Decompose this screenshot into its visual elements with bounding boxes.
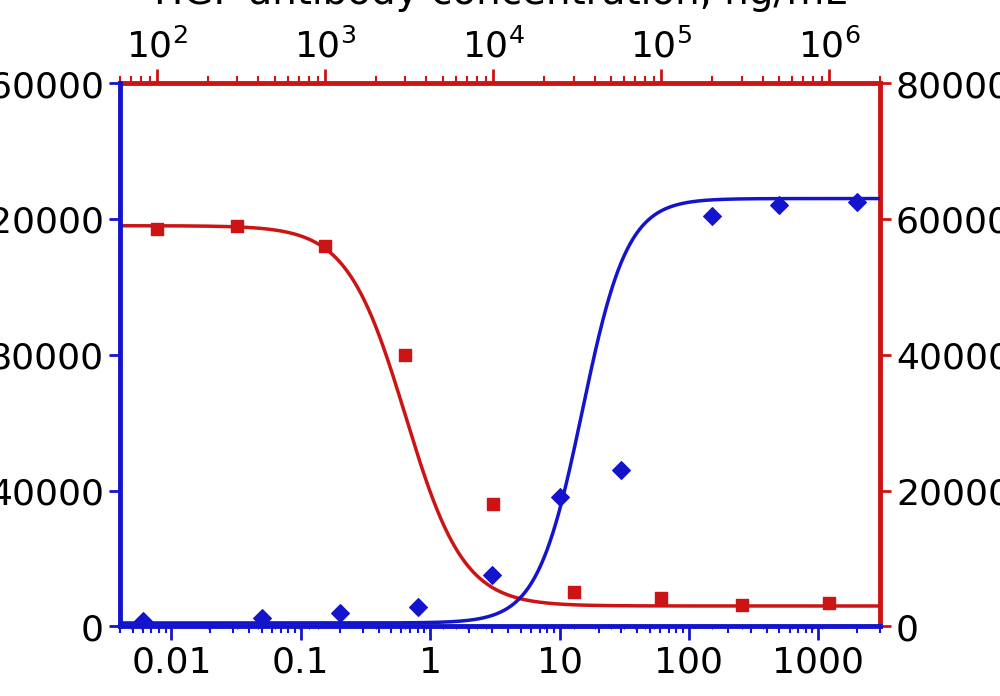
Point xyxy=(613,465,629,476)
Point xyxy=(849,197,865,208)
Point xyxy=(332,608,348,619)
Point xyxy=(397,349,413,361)
Point xyxy=(704,210,720,221)
Point xyxy=(135,616,151,627)
Point xyxy=(552,492,568,503)
Point xyxy=(734,599,750,610)
Point xyxy=(149,224,165,235)
Point xyxy=(229,221,245,232)
Point xyxy=(821,597,837,608)
X-axis label: HGF antibody concentration, ng/mL: HGF antibody concentration, ng/mL xyxy=(154,0,846,12)
Point xyxy=(254,612,270,624)
Point xyxy=(771,200,787,212)
Point xyxy=(485,498,501,509)
Point xyxy=(653,592,669,603)
Point xyxy=(317,241,333,252)
Point xyxy=(484,570,500,581)
Point xyxy=(566,587,582,598)
Point xyxy=(410,601,426,612)
